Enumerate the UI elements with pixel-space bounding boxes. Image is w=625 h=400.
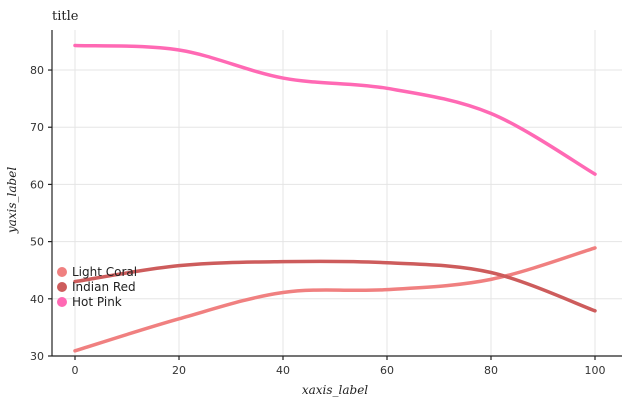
tick-labels: 30 40 50 60 70 80 0 20 40 60 80 100 bbox=[30, 64, 606, 377]
series-layer bbox=[73, 43, 597, 353]
legend-label-hot-pink: Hot Pink bbox=[72, 295, 122, 309]
y-tick-label: 40 bbox=[30, 293, 44, 306]
grid-lines bbox=[52, 30, 622, 357]
legend-label-light-coral: Light Coral bbox=[72, 265, 137, 279]
y-tick-label: 60 bbox=[30, 178, 44, 191]
x-tick-label: 60 bbox=[380, 364, 394, 377]
legend-marker-light-coral bbox=[57, 267, 67, 277]
x-tick-label: 100 bbox=[585, 364, 606, 377]
axes bbox=[48, 30, 622, 360]
legend-marker-indian-red bbox=[57, 282, 67, 292]
y-tick-label: 50 bbox=[30, 236, 44, 249]
y-tick-label: 80 bbox=[30, 64, 44, 77]
x-axis-label: xaxis_label bbox=[302, 383, 368, 397]
legend-marker-hot-pink bbox=[57, 297, 67, 307]
series-line-indian-red bbox=[73, 259, 597, 313]
series-line-hot-pink bbox=[73, 43, 597, 176]
x-tick-label: 80 bbox=[484, 364, 498, 377]
x-tick-label: 20 bbox=[172, 364, 186, 377]
chart-title: title bbox=[52, 9, 79, 24]
legend-label-indian-red: Indian Red bbox=[72, 280, 136, 294]
series-line-light-coral bbox=[73, 246, 597, 353]
y-axis-label: yaxis_label bbox=[5, 167, 19, 234]
x-tick-label: 40 bbox=[276, 364, 290, 377]
x-tick-label: 0 bbox=[72, 364, 79, 377]
y-tick-label: 30 bbox=[30, 350, 44, 363]
y-tick-label: 70 bbox=[30, 121, 44, 134]
